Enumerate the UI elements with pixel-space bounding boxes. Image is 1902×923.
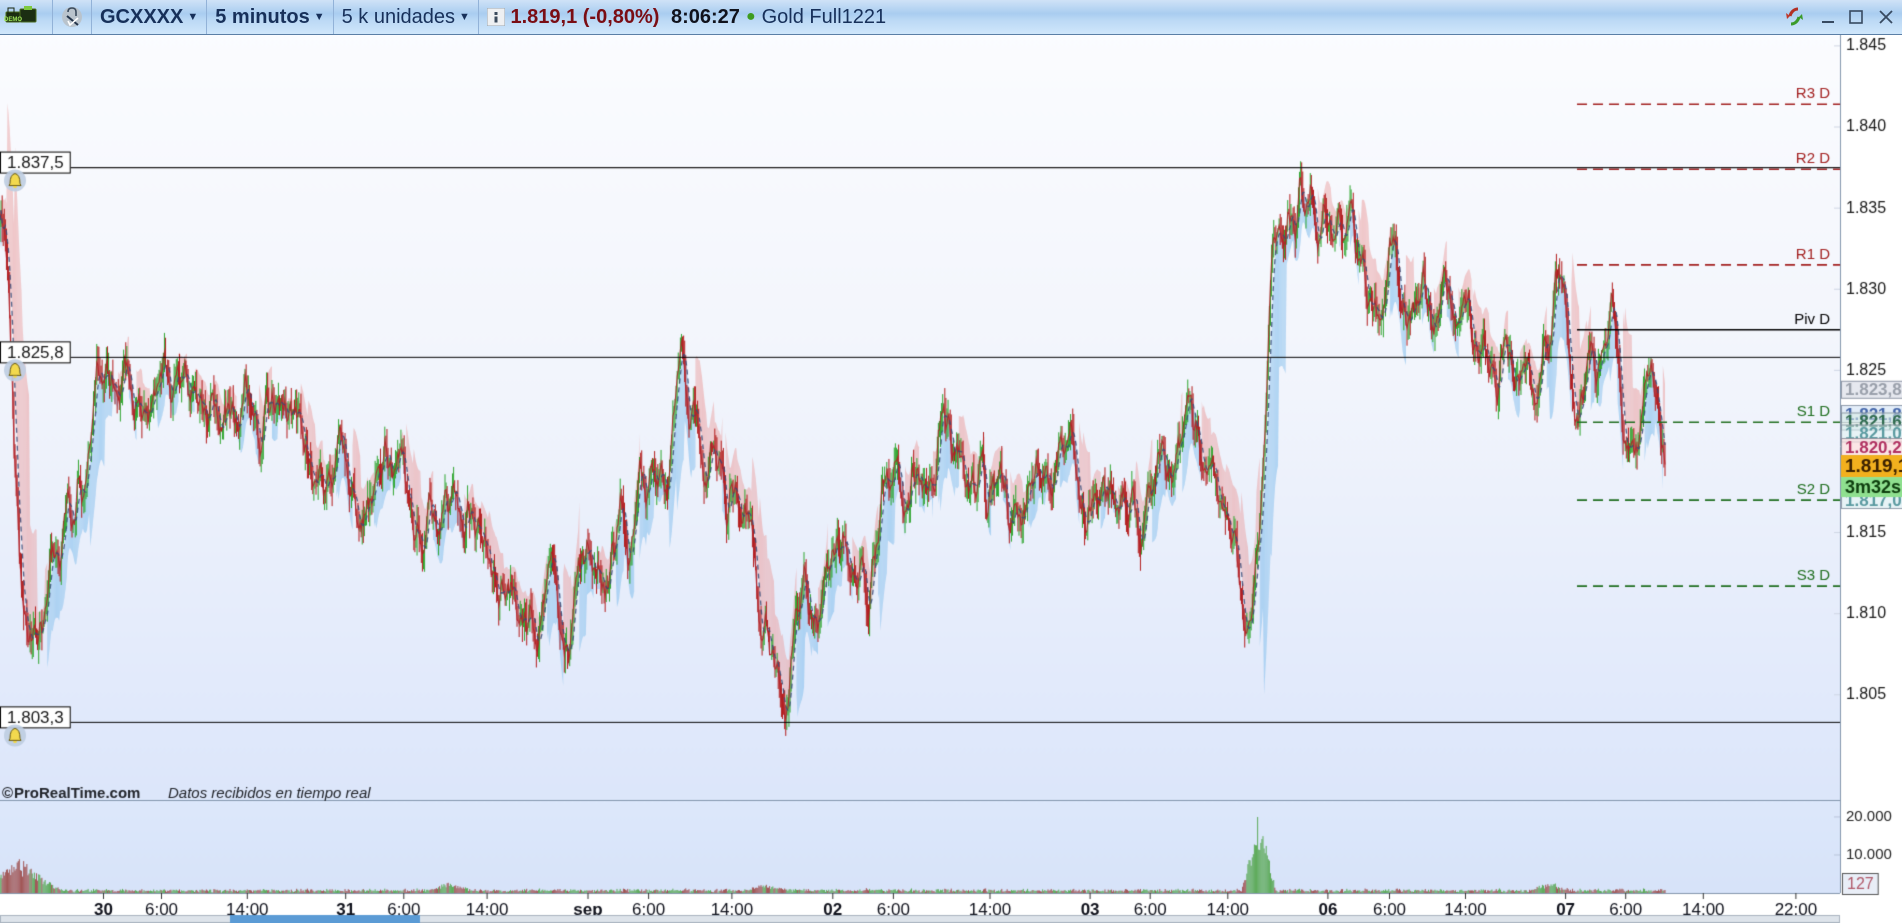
svg-text:DEMO: DEMO	[4, 17, 22, 23]
